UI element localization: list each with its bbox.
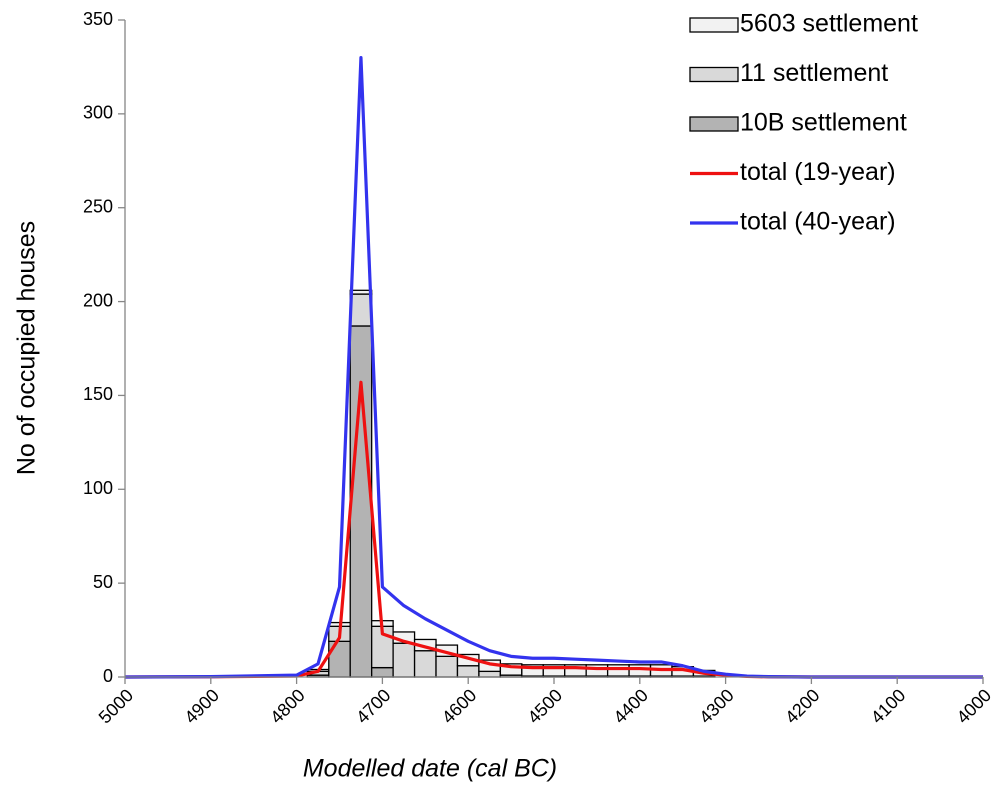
bar-segment xyxy=(392,642,416,678)
x-axis-label: Modelled date (cal BC) xyxy=(303,755,557,783)
bar-segment xyxy=(585,664,609,677)
y-axis-label: No of occupied houses xyxy=(13,221,41,475)
x-tick-label: 4300 xyxy=(695,685,737,727)
y-tick-label: 300 xyxy=(83,103,113,123)
line xyxy=(124,380,983,679)
x-tick-label: 4700 xyxy=(352,685,394,727)
x-tick-label: 4200 xyxy=(781,685,823,727)
legend-label: 10B settlement xyxy=(740,109,907,137)
legend-swatch xyxy=(689,17,739,33)
bar-segment xyxy=(478,670,502,678)
y-tick-label: 0 xyxy=(103,666,113,686)
y-tick-label: 100 xyxy=(83,478,113,498)
legend-label: 11 settlement xyxy=(740,59,888,87)
bar-segment xyxy=(349,325,373,678)
line xyxy=(124,55,983,679)
legend-swatch xyxy=(689,116,739,132)
x-tick-label: 4400 xyxy=(610,685,652,727)
bar-segment xyxy=(435,655,459,678)
y-tick-label: 150 xyxy=(83,384,113,404)
bar-segment xyxy=(349,289,373,295)
legend-label: total (40-year) xyxy=(740,208,896,236)
x-tick-label: 4100 xyxy=(867,685,909,727)
y-tick-label: 350 xyxy=(83,9,113,29)
legend-label: 5603 settlement xyxy=(740,10,918,38)
x-tick-label: 4500 xyxy=(524,685,566,727)
x-tick-label: 5000 xyxy=(95,685,137,727)
bar-segment xyxy=(349,293,373,327)
bar-segment xyxy=(413,650,437,678)
y-tick-label: 250 xyxy=(83,196,113,216)
y-tick-label: 200 xyxy=(83,290,113,310)
legend-swatch xyxy=(689,66,739,83)
x-tick-label: 4800 xyxy=(266,685,308,727)
x-tick-label: 4600 xyxy=(438,685,480,727)
bar-segment xyxy=(456,665,480,678)
x-tick-label: 4000 xyxy=(953,685,994,727)
bar-segment xyxy=(371,666,394,678)
y-tick-label: 50 xyxy=(93,572,113,592)
legend-label: total (19-year) xyxy=(740,158,896,186)
x-tick-label: 4900 xyxy=(181,685,223,727)
bar-segment xyxy=(606,664,630,677)
